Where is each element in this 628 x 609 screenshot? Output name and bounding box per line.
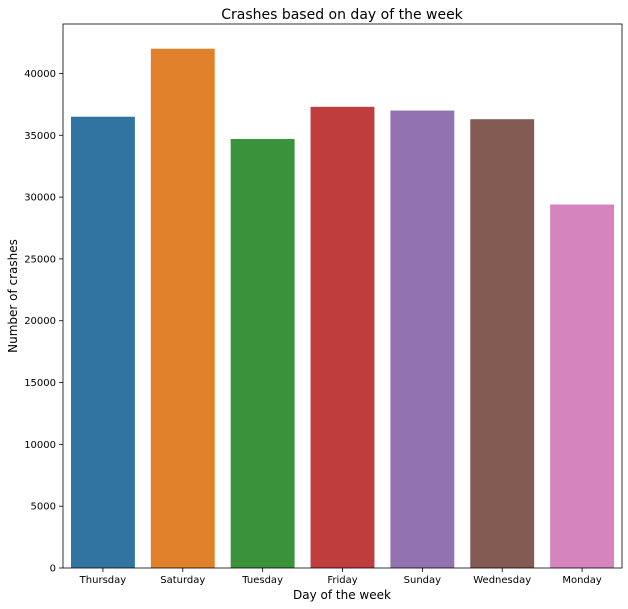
x-tick-label: Saturday [160,575,205,586]
y-tick-label: 40000 [24,69,56,80]
plot-frame [62,23,623,569]
bar-sunday [390,110,455,568]
bar-tuesday [230,138,295,568]
y-tick-label: 15000 [24,378,56,389]
bar-thursday [70,116,135,569]
x-tick-label: Monday [562,575,602,586]
y-tick-label: 10000 [24,440,56,451]
y-axis-label: Number of crashes [6,239,20,353]
x-tick-label: Wednesday [473,575,531,586]
y-tick-label: 30000 [24,193,56,204]
y-axis-ticks: 0 5000 10000 15000 20000 25000 30000 35000 40000 [24,69,63,575]
bar-wednesday [470,119,535,568]
y-tick-label: 20000 [24,316,56,327]
y-tick-label: 5000 [31,502,56,513]
y-tick-label: 0 [50,564,56,575]
chart-title: Crashes based on day of the week [221,7,463,23]
bar-saturday [150,48,215,568]
bars-group [70,48,615,569]
x-tick-label: Tuesday [241,575,283,586]
x-tick-label: Thursday [79,575,127,586]
x-tick-label: Sunday [404,575,441,586]
bar-monday [550,204,615,568]
bar-friday [310,106,375,568]
x-tick-label: Friday [327,575,357,586]
y-tick-label: 25000 [24,254,56,265]
x-axis-ticks: Thursday Saturday Tuesday Friday Sunday Wedne… [79,568,602,586]
y-tick-label: 35000 [24,131,56,142]
x-axis-label: Day of the week [293,588,391,602]
